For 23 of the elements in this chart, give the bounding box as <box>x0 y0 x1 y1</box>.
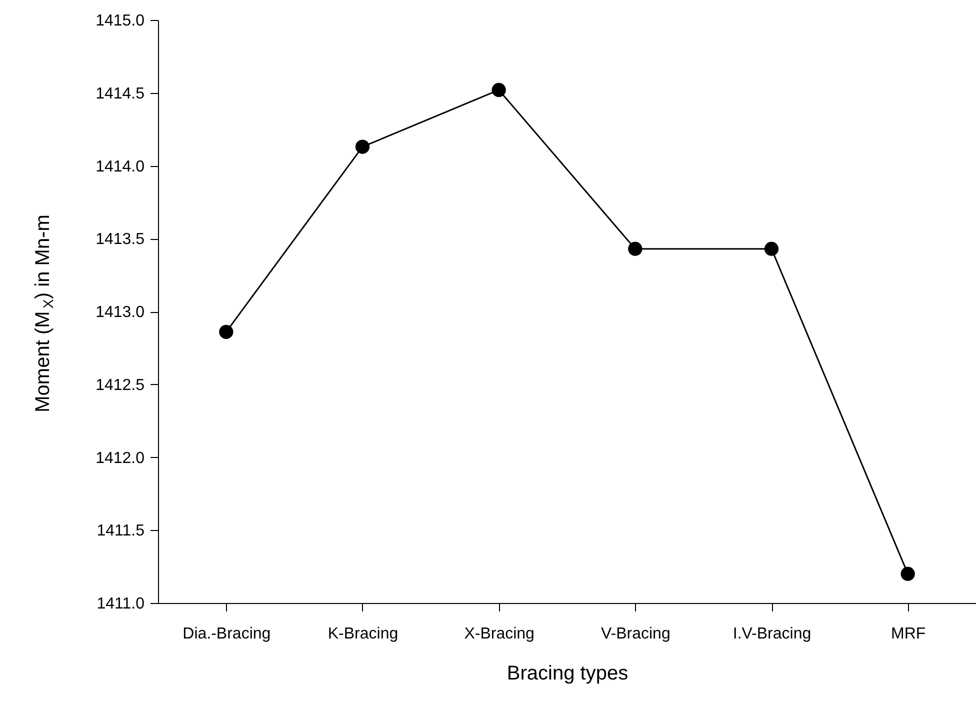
y-tick-label: 1414.0 <box>96 158 145 176</box>
y-tick-label: 1415.0 <box>96 12 145 30</box>
y-tick-label: 1413.5 <box>96 231 145 248</box>
x-axis-title: Bracing types <box>506 662 628 684</box>
x-tick-label: X-Bracing <box>464 626 534 642</box>
y-tick-label: 1412.0 <box>96 450 145 467</box>
point <box>355 140 370 154</box>
x-tick-label: Dia.-Bracing <box>182 626 271 642</box>
y-tick-label: 1413.0 <box>96 304 145 321</box>
x-tick-label: K-Bracing <box>328 626 398 642</box>
y-tick-label: 1411.0 <box>96 596 145 612</box>
point <box>764 242 779 256</box>
point <box>219 324 234 339</box>
x-tick-label: I.V-Bracing <box>732 626 812 642</box>
x-tick-label: MRF <box>891 626 926 642</box>
point <box>900 566 915 581</box>
y-tick-label: 1414.5 <box>96 85 145 102</box>
point <box>492 82 506 98</box>
y-tick-label: 1412.5 <box>96 376 145 394</box>
point <box>628 242 642 256</box>
x-tick-label: V-Bracing <box>600 626 670 642</box>
y-tick-label: 1411.5 <box>96 522 145 540</box>
y-axis-title: Moment (MX) in Mn-m <box>32 214 56 412</box>
